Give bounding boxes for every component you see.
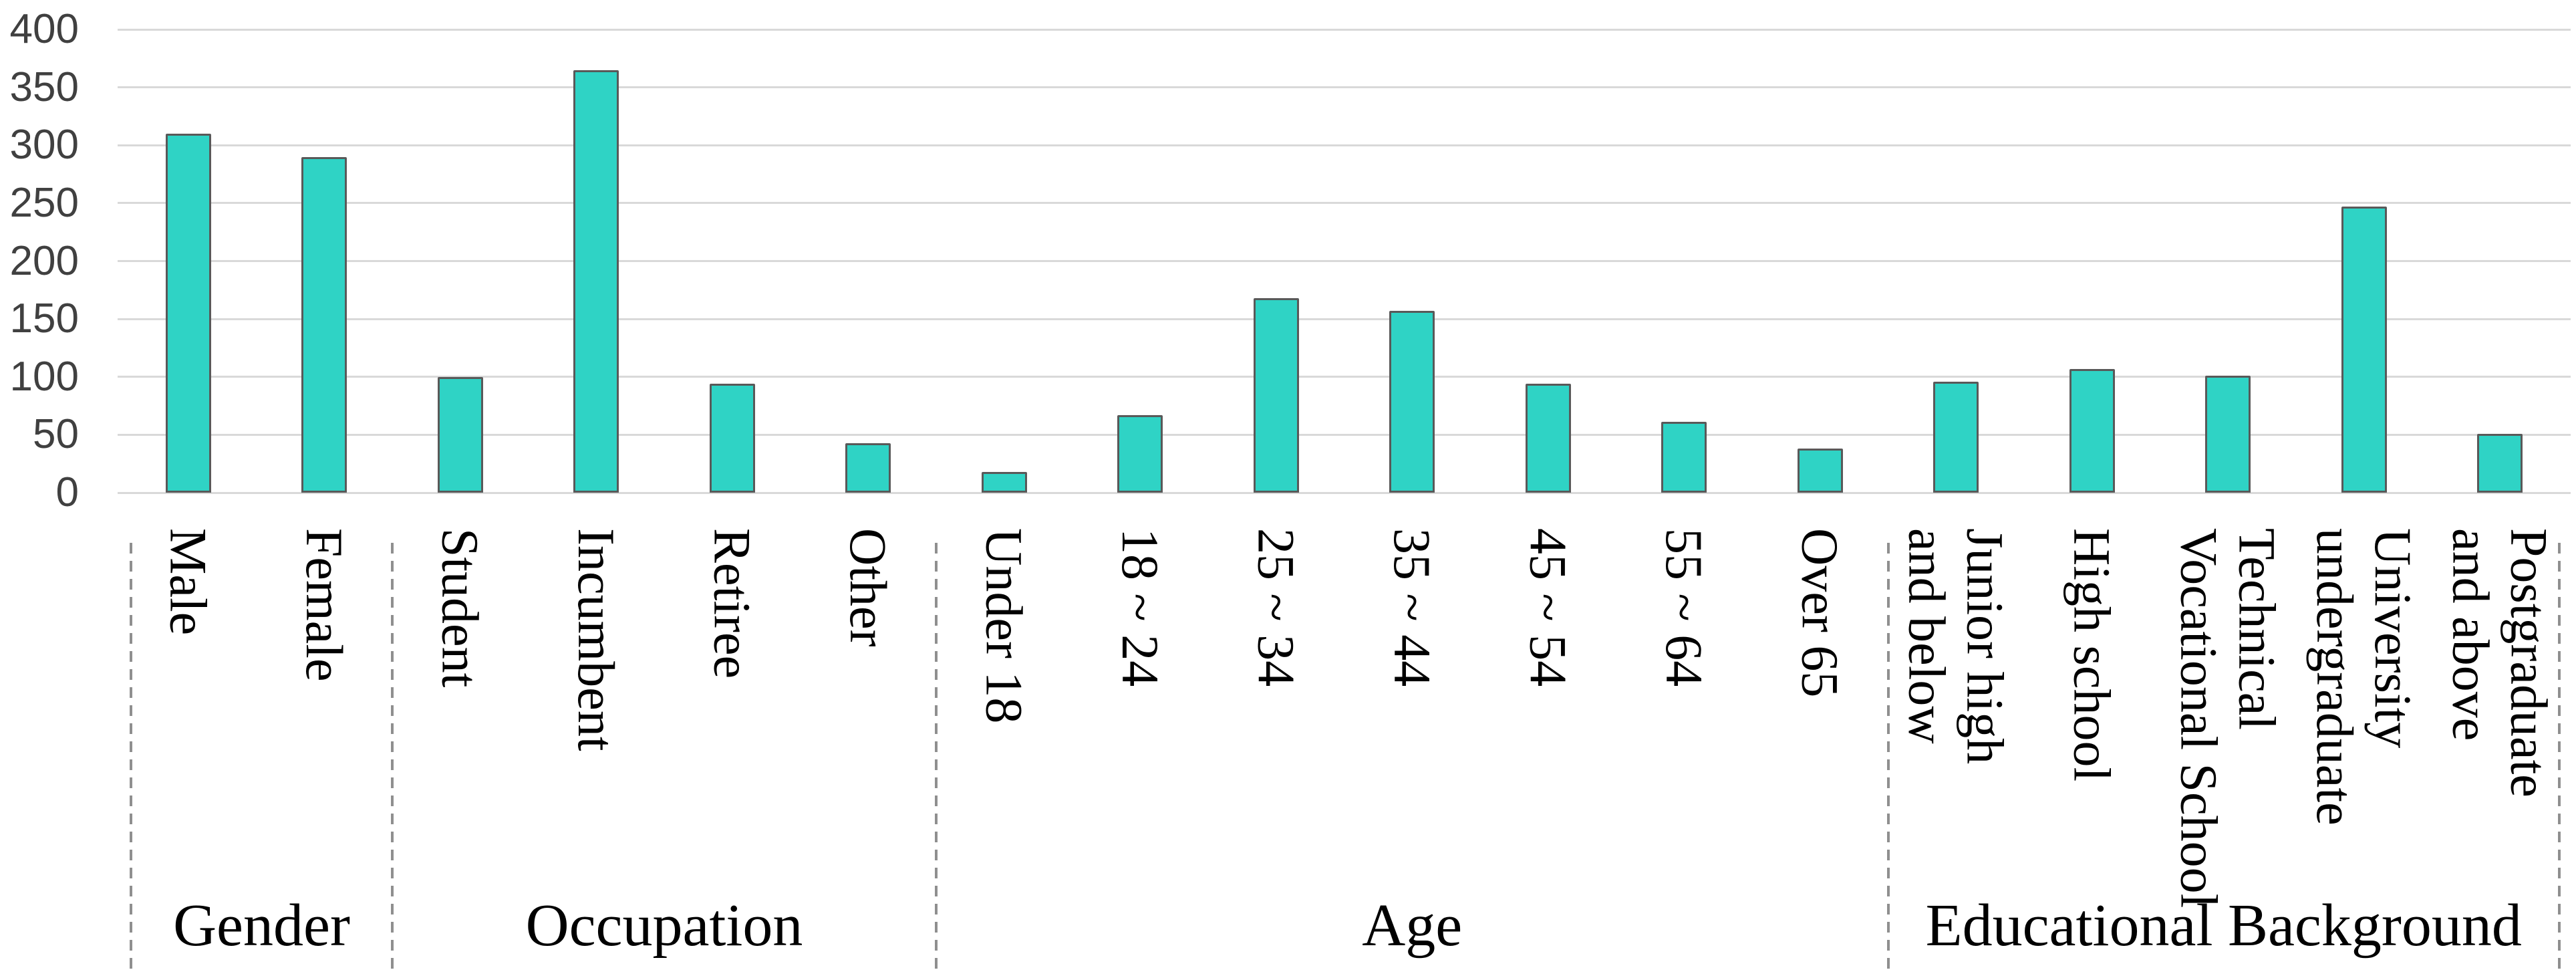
gridline-0 [118,491,2571,494]
x-category-label: 18 ~ 24 [1111,528,1169,687]
x-category-label: Male [159,528,218,636]
x-category-label: 45 ~ 54 [1519,528,1578,687]
bar-retiree [709,384,755,493]
x-category-cell: Junior high and below [1888,528,2025,980]
y-axis-tick-label: 300 [9,122,79,168]
gridline-150 [118,318,2571,320]
x-category-label: 55 ~ 64 [1655,528,1713,687]
gridline-200 [118,260,2571,262]
bar-student [437,376,483,493]
x-category-label: High school [2063,528,2122,782]
group-label-educational-background: Educational Background [1925,892,2522,959]
group-separator [2558,543,2561,976]
x-category-cell: 55 ~ 64 [1616,528,1753,980]
y-axis-tick-label: 100 [9,353,79,400]
x-category-label: Technical Vocational School [2170,528,2287,908]
x-category-cell: Technical Vocational School [2160,528,2297,980]
x-category-label: Under 18 [975,528,1034,724]
bar-junior-high-and-below [1933,381,1979,493]
bar-female [301,156,347,493]
bar-under-18 [981,471,1027,493]
group-separator [130,543,132,976]
gridline-400 [118,28,2571,31]
group-label-age: Age [1362,892,1463,959]
y-axis-tick-label: 200 [9,237,79,284]
x-category-cell: 35 ~ 44 [1344,528,1481,980]
y-axis-tick-label: 0 [55,469,79,515]
x-category-label: Postgraduate and above [2442,528,2559,798]
bar-male [165,133,211,493]
x-category-cell: 18 ~ 24 [1072,528,1209,980]
x-category-label: 35 ~ 44 [1383,528,1441,687]
x-category-cell: High school [2024,528,2160,980]
x-category-cell: Male [120,528,257,980]
x-category-label: University undergraduate [2305,528,2423,826]
x-category-cell: Student [392,528,529,980]
gridline-350 [118,86,2571,89]
bar-technical-vocational-school [2205,376,2251,493]
gridline-50 [118,433,2571,436]
y-axis-tick-label: 350 [9,64,79,110]
bar-55-64 [1661,422,1707,493]
y-axis-tick-label: 400 [9,6,79,52]
group-label-occupation: Occupation [525,892,803,959]
group-separator [391,543,394,976]
bar-35-44 [1389,310,1435,493]
x-category-label: Retiree [703,528,762,679]
x-category-cell: University undergraduate [2296,528,2432,980]
y-axis-tick-label: 50 [33,411,79,458]
y-axis-tick-label: 150 [9,295,79,342]
x-category-label: Over 65 [1791,528,1850,698]
bar-high-school [2069,368,2115,493]
gridline-250 [118,202,2571,205]
x-category-cell: Other [801,528,937,980]
x-category-cell: Postgraduate and above [2432,528,2569,980]
x-category-label: Female [295,528,353,682]
group-separator [1886,543,1890,976]
x-category-cell: Under 18 [936,528,1072,980]
x-category-cell: Incumbent [529,528,665,980]
x-category-label: 25 ~ 34 [1247,528,1306,687]
x-category-label: Other [839,528,897,647]
x-category-cell: Retiree [664,528,801,980]
bar-other [845,443,891,493]
x-category-cell: 45 ~ 54 [1480,528,1616,980]
x-category-cell: Over 65 [1752,528,1888,980]
x-category-cell: 25 ~ 34 [1208,528,1344,980]
bar-45-54 [1525,384,1571,493]
bar-over-65 [1797,449,1843,493]
gridline-300 [118,144,2571,146]
bar-25-34 [1253,297,1299,493]
x-category-label: Incumbent [567,528,625,751]
x-category-label: Student [431,528,490,688]
gridline-100 [118,376,2571,378]
x-category-label: Junior high and below [1898,528,2015,765]
group-separator [935,543,938,976]
group-label-gender: Gender [173,892,350,959]
bar-postgraduate-and-above [2477,433,2523,493]
y-axis-tick-label: 250 [9,179,79,226]
bar-18-24 [1117,414,1163,493]
x-category-cell: Female [257,528,393,980]
bar-university-undergraduate [2341,207,2387,493]
bar-incumbent [573,70,619,493]
